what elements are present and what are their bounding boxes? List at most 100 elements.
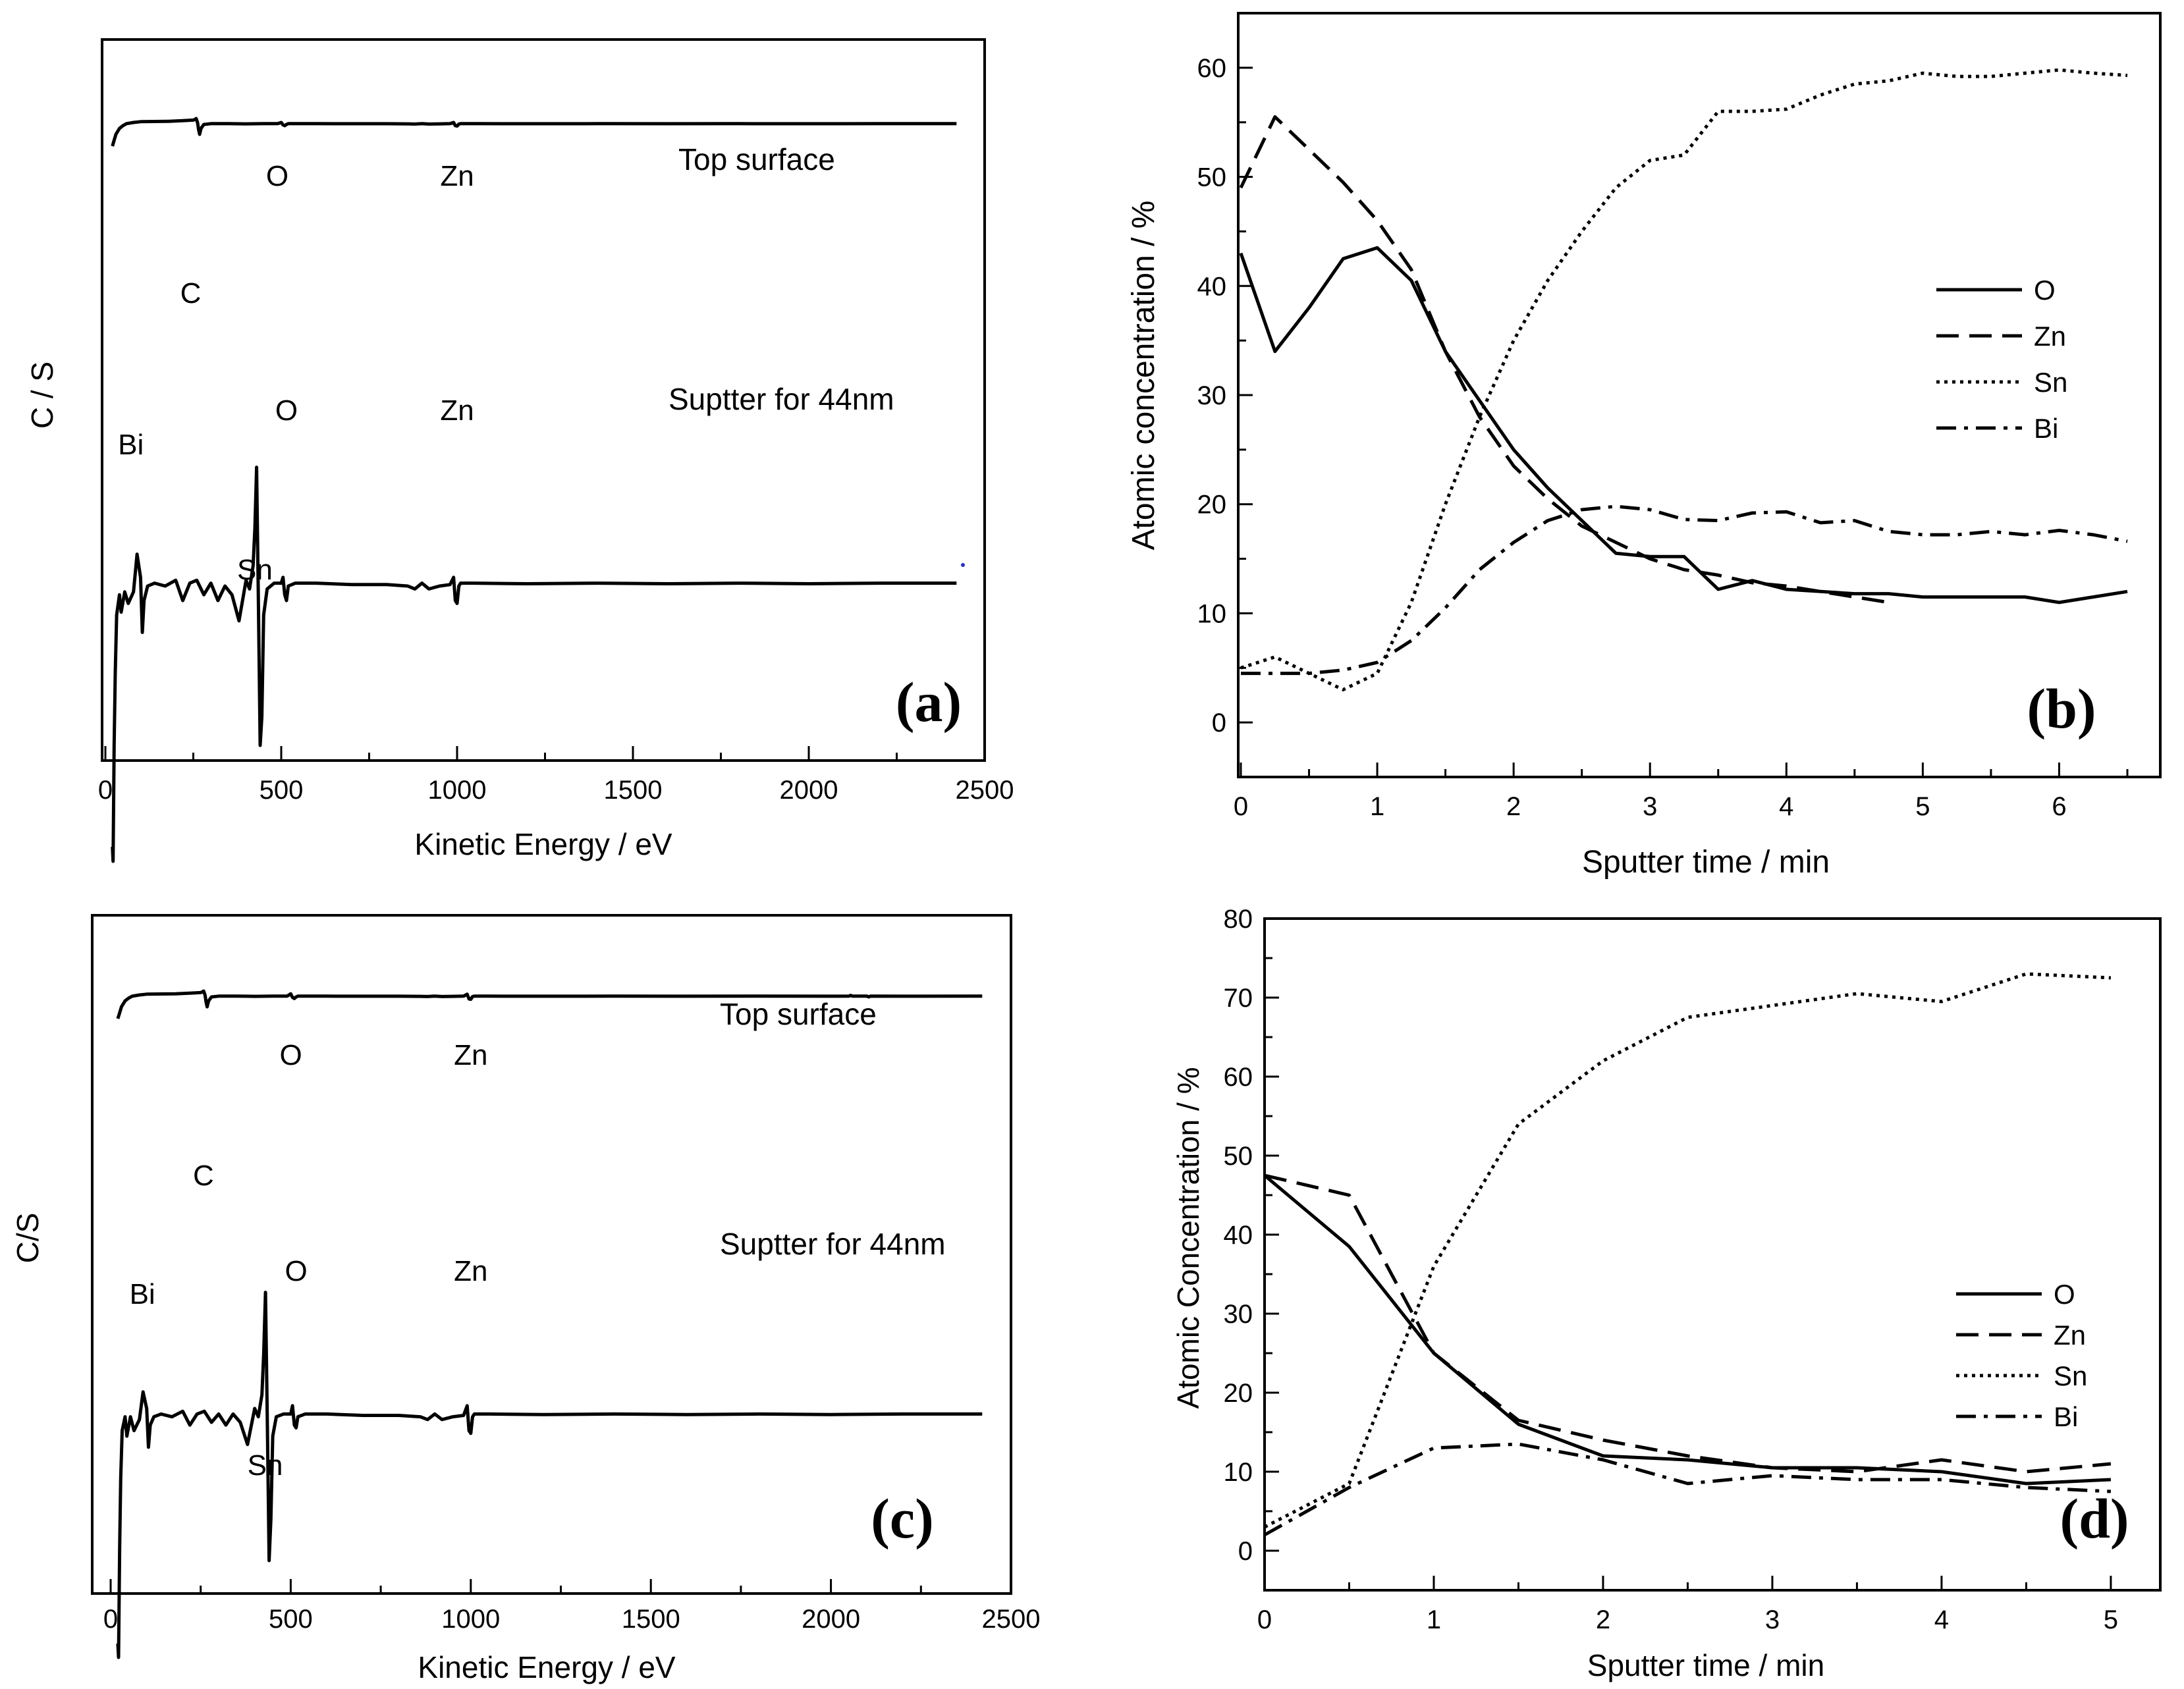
series-label-sputter: Suptter for 44nm: [669, 382, 894, 416]
axis-ticks: [1238, 67, 2129, 777]
legend-label-zn: Zn: [2054, 1320, 2086, 1351]
series-label-top-surface: Top surface: [720, 997, 877, 1031]
x-tick-label: 4: [1779, 792, 1793, 821]
panel-letter: (a): [896, 670, 962, 734]
x-tick-label: 5: [2104, 1605, 2118, 1634]
x-tick-label: 0: [103, 1605, 118, 1634]
y-tick-label: 50: [1197, 163, 1227, 192]
panel-letter: (b): [2027, 677, 2096, 740]
panel-letter: (c): [871, 1487, 933, 1550]
y-tick-label: 60: [1224, 1063, 1253, 1092]
spectrum-line-top-surface: [116, 989, 983, 1019]
x-tick-label: 2000: [780, 776, 838, 805]
series-line-sn: [1263, 972, 2112, 1529]
peak-label: O: [285, 1255, 307, 1287]
y-tick-label: 0: [1212, 709, 1226, 737]
legend-label-bi: Bi: [2054, 1401, 2078, 1432]
y-axis-label: C/S: [11, 1213, 45, 1264]
series-label-top-surface: Top surface: [678, 142, 835, 176]
legend: O Zn Sn Bi: [1936, 275, 2067, 444]
spectrum-line-top-surface: [111, 117, 957, 147]
x-tick-label: 1000: [441, 1605, 500, 1634]
x-tick-label: 5: [1915, 792, 1930, 821]
y-axis-label: C / S: [25, 362, 59, 429]
peak-label: Sn: [237, 554, 273, 586]
y-axis-label: Atomic concentration / %: [1126, 201, 1161, 550]
series-line-zn: [1239, 115, 1889, 604]
series-line-sn: [1240, 68, 2128, 691]
x-axis-label: Sputter time / min: [1582, 845, 1830, 880]
y-tick-label: 30: [1197, 381, 1227, 410]
x-tick-label: 0: [1257, 1605, 1272, 1634]
x-axis-label: Sputter time / min: [1587, 1648, 1824, 1682]
peak-label: Zn: [454, 1039, 487, 1071]
legend-label-bi: Bi: [2034, 413, 2058, 444]
x-axis-label: Kinetic Energy / eV: [414, 827, 672, 861]
legend-label-o: O: [2054, 1279, 2075, 1310]
peak-labels: C O Zn Bi Sn O Zn: [118, 160, 474, 586]
x-tick-label: 3: [1643, 792, 1657, 821]
series-line-o: [1239, 246, 2128, 604]
plot-frame: [101, 38, 986, 762]
y-tick-label: 0: [1238, 1537, 1253, 1566]
peak-label: Zn: [440, 160, 474, 192]
y-tick-label: 80: [1224, 905, 1253, 934]
x-tick-label: 2: [1596, 1605, 1610, 1634]
series-group: [1263, 972, 2112, 1537]
x-tick-labels: 0 500 1000 1500 2000 2500: [103, 1605, 1041, 1634]
x-tick-label: 500: [259, 776, 304, 805]
series-line-bi: [1241, 504, 2128, 676]
y-tick-label: 40: [1224, 1221, 1253, 1250]
y-tick-label: 20: [1197, 491, 1227, 520]
x-tick-label: 1500: [622, 1605, 680, 1634]
x-tick-label: 0: [1234, 792, 1248, 821]
x-tick-label: 2: [1506, 792, 1521, 821]
legend-label-zn: Zn: [2034, 321, 2066, 352]
spectrum-line-sputter: [116, 1291, 983, 1659]
peak-labels: C O Zn Bi Sn O Zn: [130, 1039, 488, 1482]
y-tick-label: 50: [1224, 1142, 1253, 1171]
x-axis-label: Kinetic Energy / eV: [418, 1650, 676, 1684]
x-tick-label: 4: [1934, 1605, 1949, 1634]
y-tick-label: 70: [1224, 984, 1253, 1013]
y-tick-label: 40: [1197, 272, 1227, 301]
x-tick-label: 3: [1765, 1605, 1780, 1634]
panel-c: 0 500 1000 1500 2000 2500 C O Zn Bi Sn O Zn Top sur…: [11, 914, 1041, 1684]
plot-frame: [1263, 917, 2162, 1592]
x-tick-label: 500: [269, 1605, 313, 1634]
peak-label: O: [279, 1039, 302, 1071]
x-tick-label: 0: [98, 776, 113, 805]
stray-dot: [961, 563, 965, 567]
y-tick-label: 10: [1197, 599, 1227, 628]
peak-label: Zn: [454, 1255, 487, 1287]
series-line-bi: [1263, 1442, 2112, 1537]
y-axis-label: Atomic Concentration / %: [1171, 1067, 1205, 1408]
legend: O Zn Sn Bi: [1956, 1279, 2087, 1432]
series-line-zn: [1264, 1173, 2112, 1474]
x-tick-label: 2500: [982, 1605, 1041, 1634]
peak-label: Bi: [130, 1278, 155, 1310]
legend-label-sn: Sn: [2034, 367, 2067, 398]
peak-label: Zn: [440, 394, 474, 427]
peak-label: Sn: [248, 1449, 283, 1482]
spectrum-line-sputter: [111, 466, 957, 863]
x-ticks: [109, 1579, 1012, 1594]
peak-label: C: [193, 1160, 214, 1192]
peak-label: C: [180, 277, 202, 309]
y-tick-label: 30: [1224, 1300, 1253, 1329]
panel-a: 0 500 1000 1500 2000 2500 C O Zn Bi Sn O Zn Top sur…: [25, 38, 1014, 863]
y-tick-label: 60: [1197, 54, 1227, 83]
peak-label: O: [275, 394, 298, 427]
y-tick-label: 10: [1224, 1458, 1253, 1487]
legend-label-o: O: [2034, 275, 2056, 306]
peak-label: O: [266, 160, 288, 192]
peak-label: Bi: [118, 429, 144, 461]
series-line-o: [1263, 1174, 2112, 1486]
series-label-sputter: Suptter for 44nm: [720, 1227, 946, 1261]
x-tick-label: 2500: [956, 776, 1014, 805]
